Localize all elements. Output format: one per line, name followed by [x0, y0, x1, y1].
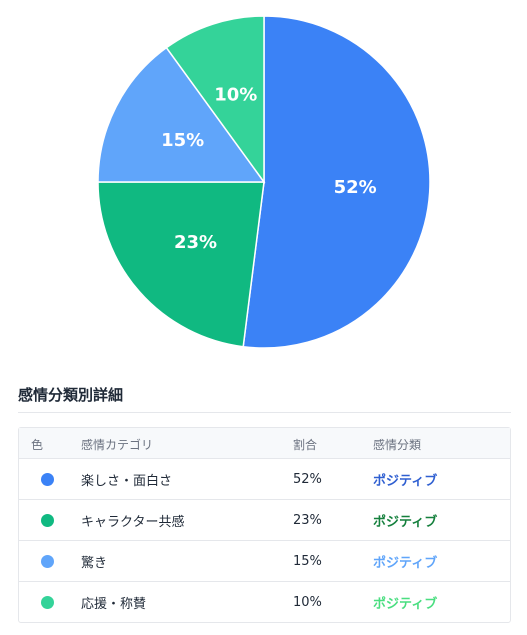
slice-value-label: 23% — [174, 232, 217, 253]
table-header-row: 色 感情カテゴリ 割合 感情分類 — [19, 428, 510, 458]
pie-slice — [97, 181, 265, 348]
ratio-cell: 23% — [293, 512, 322, 528]
color-dot — [41, 554, 54, 568]
ratio-cell: 52% — [293, 471, 322, 487]
section-title: 感情分類別詳細 — [18, 386, 124, 404]
table-row: 応援・称賛 10% ポジティブ — [19, 581, 510, 622]
slice-value-label: 10% — [214, 85, 257, 106]
emotion-pie-chart: 52% 23% 15% 10% — [97, 15, 431, 349]
category-cell: キャラクター共感 — [81, 514, 185, 530]
pie-slice — [165, 15, 265, 185]
table-row: キャラクター共感 23% ポジティブ — [19, 499, 510, 540]
pie-slice — [97, 46, 266, 183]
color-dot — [41, 595, 54, 609]
classification-label: ポジティブ — [373, 514, 438, 530]
color-dot — [41, 513, 54, 527]
header-color: 色 — [31, 437, 44, 452]
category-cell: 楽しさ・面白さ — [81, 473, 173, 489]
classification-label: ポジティブ — [373, 596, 438, 612]
header-ratio: 割合 — [293, 437, 318, 452]
table-row: 楽しさ・面白さ 52% ポジティブ — [19, 458, 510, 499]
classification-label: ポジティブ — [373, 555, 438, 571]
slice-value-label: 15% — [161, 130, 204, 151]
slice-value-label: 52% — [334, 177, 377, 198]
header-classification: 感情分類 — [373, 437, 422, 452]
color-dot — [41, 472, 54, 486]
section-divider — [18, 412, 511, 413]
emotion-table: 色 感情カテゴリ 割合 感情分類 楽しさ・面白さ 52% ポジティブ キャラクタ… — [18, 427, 511, 623]
classification-label: ポジティブ — [373, 473, 438, 489]
category-cell: 驚き — [81, 555, 108, 571]
ratio-cell: 10% — [293, 594, 322, 610]
ratio-cell: 15% — [293, 553, 322, 569]
table-row: 驚き 15% ポジティブ — [19, 540, 510, 581]
header-category: 感情カテゴリ — [81, 437, 154, 452]
pie-slice — [242, 15, 431, 349]
category-cell: 応援・称賛 — [81, 596, 147, 612]
